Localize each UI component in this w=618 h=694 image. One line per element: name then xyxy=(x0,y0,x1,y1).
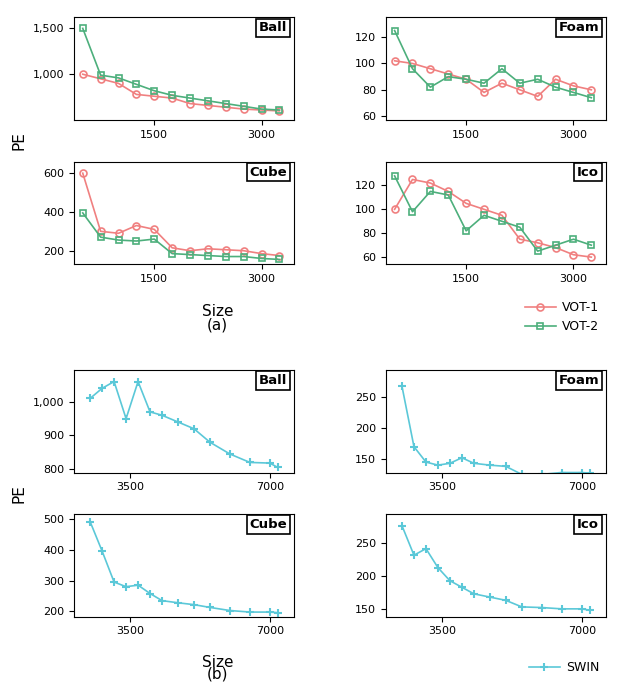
Legend: VOT-1, VOT-2: VOT-1, VOT-2 xyxy=(525,301,599,333)
Text: Cube: Cube xyxy=(250,166,287,178)
Text: Ball: Ball xyxy=(259,22,287,35)
Text: Size: Size xyxy=(202,655,234,670)
Text: Cube: Cube xyxy=(250,518,287,531)
Text: (a): (a) xyxy=(207,317,228,332)
Y-axis label: PE: PE xyxy=(11,484,27,502)
Text: Ball: Ball xyxy=(259,374,287,387)
Text: Ico: Ico xyxy=(577,166,599,178)
Text: Ico: Ico xyxy=(577,518,599,531)
Text: (b): (b) xyxy=(207,666,229,682)
Y-axis label: PE: PE xyxy=(11,131,27,151)
Text: Foam: Foam xyxy=(559,22,599,35)
Text: Size: Size xyxy=(202,304,234,319)
Legend: SWIN: SWIN xyxy=(528,661,599,674)
Text: Foam: Foam xyxy=(559,374,599,387)
